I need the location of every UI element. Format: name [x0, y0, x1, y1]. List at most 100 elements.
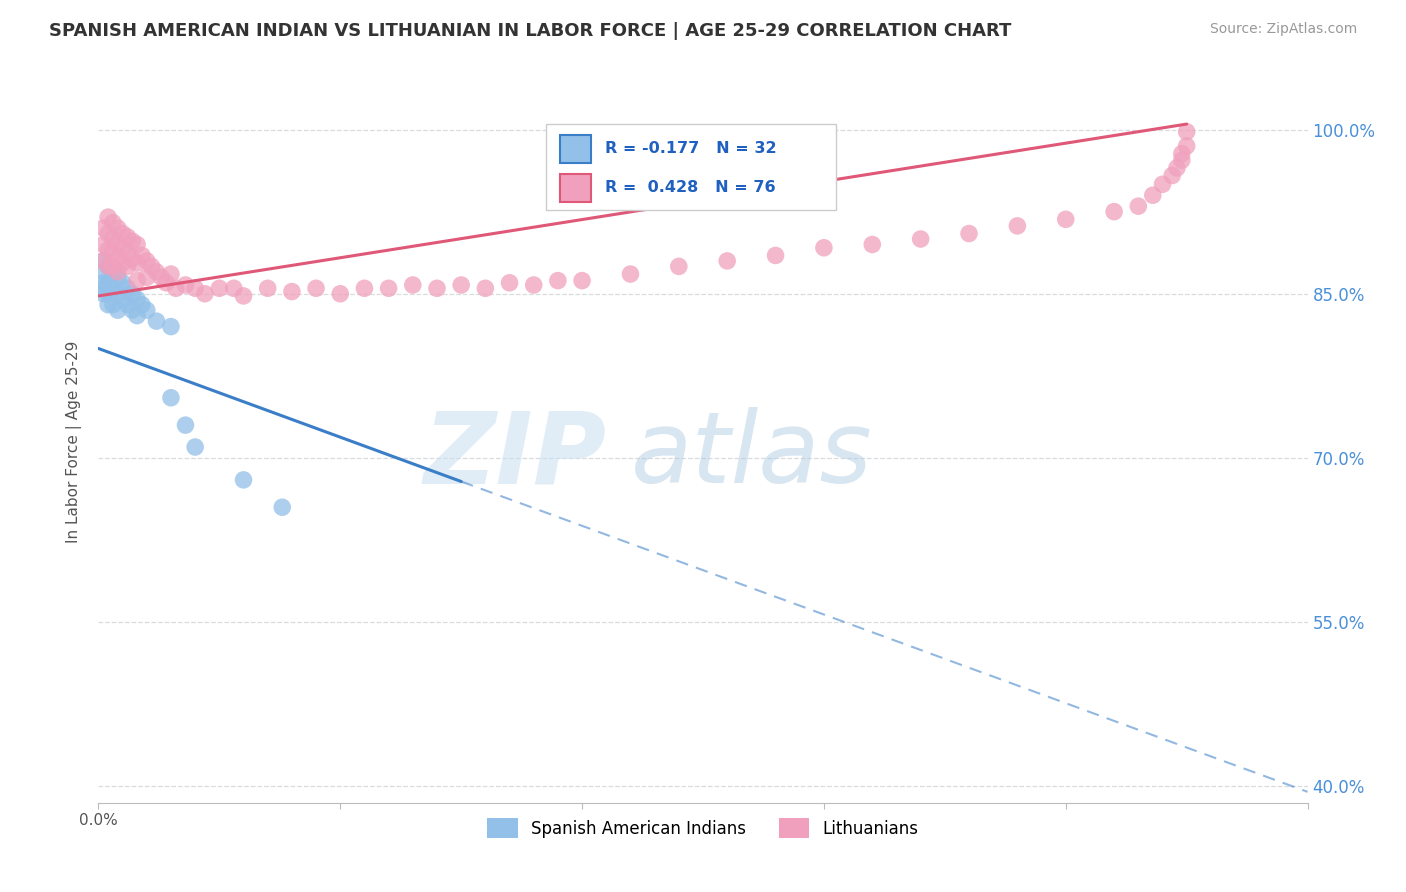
Point [131, 248, 153, 262]
FancyBboxPatch shape [546, 124, 837, 211]
Bar [561, 174, 591, 202]
Point [141, 260, 163, 274]
Point [281, 285, 304, 299]
Point [155, 276, 177, 290]
Point [165, 281, 187, 295]
Point [174, 277, 197, 292]
Point [101, 281, 124, 295]
Point [101, 260, 124, 274]
Point [1175, 125, 1198, 139]
Point [256, 281, 278, 295]
Point [121, 303, 143, 318]
Point [91, 281, 114, 295]
Point [107, 270, 129, 285]
Point [101, 298, 124, 312]
Point [97, 227, 120, 241]
Point [184, 281, 207, 295]
Text: Source: ZipAtlas.com: Source: ZipAtlas.com [1209, 22, 1357, 37]
Point [194, 286, 217, 301]
Point [127, 274, 149, 288]
Point [111, 276, 134, 290]
Point [402, 277, 425, 292]
Point [117, 229, 139, 244]
Point [450, 277, 472, 292]
Point [1175, 139, 1198, 153]
Point [1161, 169, 1184, 183]
Point [150, 270, 173, 285]
Point [97, 210, 120, 224]
Point [121, 252, 143, 266]
Point [145, 265, 167, 279]
Point [117, 260, 139, 274]
Y-axis label: In Labor Force | Age 25-29: In Labor Force | Age 25-29 [66, 341, 83, 542]
Point [101, 232, 124, 246]
Legend: Spanish American Indians, Lithuanians: Spanish American Indians, Lithuanians [481, 812, 925, 845]
Point [232, 473, 254, 487]
Point [97, 260, 120, 274]
Point [571, 274, 593, 288]
Text: atlas: atlas [630, 408, 872, 505]
Point [1054, 212, 1077, 227]
Point [91, 253, 114, 268]
Point [131, 298, 153, 312]
Point [1128, 199, 1150, 213]
Point [208, 281, 231, 295]
Point [353, 281, 375, 295]
Text: ZIP: ZIP [423, 408, 606, 505]
Point [1171, 153, 1194, 168]
Point [97, 276, 120, 290]
Point [127, 292, 149, 306]
Point [91, 221, 114, 235]
Point [426, 281, 449, 295]
Point [107, 236, 129, 251]
Point [121, 286, 143, 301]
Point [135, 303, 157, 318]
Point [668, 260, 690, 274]
Point [135, 270, 157, 285]
Point [813, 241, 835, 255]
Point [111, 292, 134, 306]
Point [111, 256, 134, 270]
Point [111, 227, 134, 241]
Point [107, 286, 129, 301]
Point [910, 232, 932, 246]
Point [271, 500, 294, 515]
Point [117, 245, 139, 260]
Point [127, 237, 149, 252]
Point [160, 319, 183, 334]
Point [101, 265, 124, 279]
Point [97, 286, 120, 301]
Point [619, 267, 641, 281]
Point [107, 303, 129, 318]
Point [160, 267, 183, 281]
Point [329, 286, 352, 301]
Point [222, 281, 245, 295]
Point [174, 418, 197, 433]
Point [135, 253, 157, 268]
Point [1171, 146, 1194, 161]
Point [547, 274, 569, 288]
Point [184, 440, 207, 454]
Point [765, 248, 787, 262]
Point [523, 277, 546, 292]
Point [101, 245, 124, 260]
Point [377, 281, 399, 295]
Point [145, 314, 167, 328]
Point [957, 227, 980, 241]
Text: SPANISH AMERICAN INDIAN VS LITHUANIAN IN LABOR FORCE | AGE 25-29 CORRELATION CHA: SPANISH AMERICAN INDIAN VS LITHUANIAN IN… [49, 22, 1011, 40]
Point [97, 260, 120, 274]
Point [121, 234, 143, 248]
Text: R =  0.428   N = 76: R = 0.428 N = 76 [605, 180, 776, 195]
Point [91, 286, 114, 301]
Point [91, 253, 114, 268]
Point [305, 281, 328, 295]
Point [97, 298, 120, 312]
Point [91, 237, 114, 252]
Point [232, 289, 254, 303]
Point [1007, 219, 1029, 233]
Point [474, 281, 496, 295]
Point [1166, 161, 1188, 175]
Point [127, 309, 149, 323]
Point [107, 251, 129, 265]
Point [498, 276, 520, 290]
